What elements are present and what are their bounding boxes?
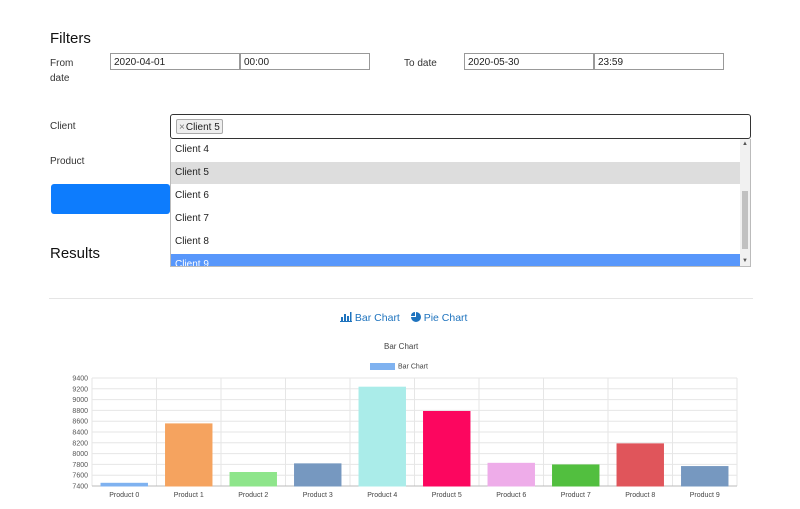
client-option-selected[interactable]: Client 5 — [171, 162, 741, 184]
client-tag-label: Client 5 — [185, 122, 220, 133]
chart-tabs: Bar Chart Pie Chart — [340, 312, 467, 324]
remove-tag-icon[interactable]: × — [179, 122, 185, 133]
from-date-input[interactable]: 2020-04-01 — [110, 53, 240, 70]
results-card — [49, 298, 753, 509]
from-time-input[interactable]: 00:00 — [240, 53, 370, 70]
chart-title: Bar Chart — [384, 342, 419, 351]
filters-heading: Filters — [50, 30, 91, 47]
product-label: Product — [50, 156, 85, 167]
to-date-label: To date — [404, 58, 437, 69]
client-label: Client — [50, 121, 76, 132]
client-option[interactable]: Client 4 — [175, 144, 209, 155]
to-date-input[interactable]: 2020-05-30 — [464, 53, 594, 70]
tab-bar-chart[interactable]: Bar Chart — [340, 312, 400, 324]
results-heading: Results — [50, 245, 101, 262]
client-dropdown[interactable]: Client 4 Client 5 Client 6 Client 7 Clie… — [170, 139, 751, 267]
chart-legend[interactable]: Bar Chart — [370, 363, 428, 370]
to-time-input[interactable]: 23:59 — [594, 53, 724, 70]
tab-pie-chart[interactable]: Pie Chart — [410, 312, 468, 325]
client-multiselect[interactable]: ×Client 5 — [170, 114, 751, 139]
scrollbar-thumb[interactable] — [742, 191, 748, 249]
scroll-up-icon[interactable]: ▲ — [742, 141, 748, 147]
tab-pie-chart-label: Pie Chart — [423, 312, 468, 325]
submit-button[interactable] — [51, 184, 170, 214]
from-date-label: From — [50, 58, 74, 69]
from-date-label-2: date — [50, 73, 70, 84]
legend-swatch — [370, 363, 395, 370]
client-tag[interactable]: ×Client 5 — [176, 119, 223, 134]
scroll-down-icon[interactable]: ▼ — [742, 258, 748, 264]
bar-chart-icon — [340, 312, 352, 323]
client-option[interactable]: Client 7 — [175, 213, 209, 224]
client-option[interactable]: Client 6 — [175, 190, 209, 201]
client-option[interactable]: Client 8 — [175, 236, 209, 247]
dropdown-scrollbar[interactable]: ▲ ▼ — [740, 139, 750, 266]
client-option-highlighted[interactable]: Client 9 — [171, 254, 741, 266]
legend-label: Bar Chart — [398, 363, 428, 371]
pie-chart-icon — [410, 312, 421, 323]
tab-bar-chart-label: Bar Chart — [354, 312, 400, 325]
